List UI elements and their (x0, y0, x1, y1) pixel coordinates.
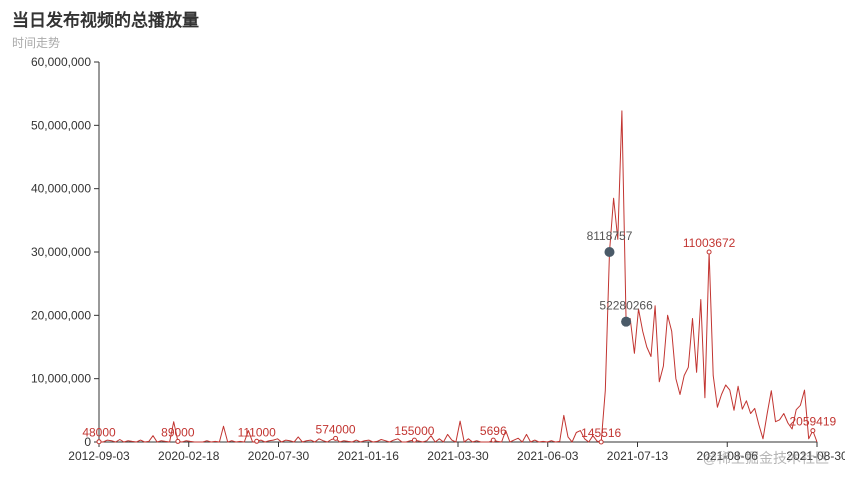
x-tick-label: 2021-08-30 (786, 449, 845, 463)
data-label: 89000 (161, 425, 195, 439)
data-label: 48000 (82, 426, 116, 440)
data-point (333, 435, 339, 441)
max-point-marker (621, 316, 632, 327)
data-point (254, 438, 260, 444)
max-point-label: 52280266 (599, 299, 653, 313)
data-point (175, 438, 181, 444)
data-point (810, 428, 816, 434)
y-tick-label: 60,000,000 (31, 55, 91, 69)
min-point-label: 8118757 (587, 229, 633, 243)
data-point (411, 437, 417, 443)
x-tick-label: 2020-02-18 (158, 449, 220, 463)
y-tick-label: 30,000,000 (31, 245, 91, 259)
y-tick-label: 50,000,000 (31, 118, 91, 132)
x-tick-label: 2021-03-30 (427, 449, 489, 463)
x-tick-label: 2021-08-06 (697, 449, 759, 463)
data-labels: 48000 89000 111000 574000 155000 5696 145516 11… (82, 229, 837, 445)
chart-title: 当日发布视频的总播放量 (12, 11, 199, 30)
data-label: 111000 (238, 425, 277, 439)
x-tick-label: 2021-06-03 (517, 449, 579, 463)
data-label: 2059419 (789, 415, 836, 429)
data-point (490, 437, 496, 443)
y-tick-label: 10,000,000 (31, 372, 91, 386)
x-tick-label: 2012-09-03 (68, 449, 130, 463)
x-tick-label: 2021-07-13 (607, 449, 669, 463)
chart-subtitle: 时间走势 (12, 36, 61, 50)
x-axis: 2012-09-03 2020-02-18 2020-07-30 2021-01-16… (68, 441, 845, 463)
data-point (706, 249, 712, 255)
data-label: 11003672 (683, 236, 736, 250)
data-point (598, 439, 604, 445)
data-label: 155000 (394, 424, 434, 438)
y-tick-label: 0 (84, 435, 91, 449)
data-label: 5696 (480, 424, 507, 438)
data-label: 145516 (581, 426, 621, 440)
y-tick-label: 40,000,000 (31, 182, 91, 196)
min-point-marker (604, 247, 615, 257)
x-tick-label: 2021-01-16 (338, 449, 400, 463)
y-tick-label: 20,000,000 (31, 308, 91, 322)
series (98, 110, 818, 443)
y-axis: 0 10,000,000 20,000,000 30,000,000 40,000,00… (31, 55, 100, 449)
watermark: @稀土掘金技术社区 (702, 450, 829, 466)
series-line (98, 110, 818, 443)
data-label: 574000 (316, 422, 356, 436)
data-point (96, 439, 102, 445)
x-tick-label: 2020-07-30 (248, 449, 310, 463)
